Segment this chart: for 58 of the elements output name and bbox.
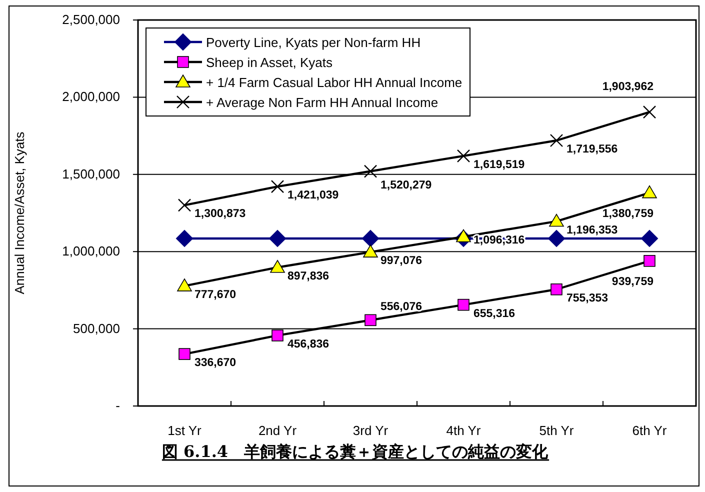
point [550,134,564,148]
point [178,348,190,360]
point [269,230,286,247]
point [176,230,193,247]
legend-label: Poverty Line, Kyats per Non-farm HH [206,35,421,50]
y-tick-label: 1,500,000 [62,166,120,182]
data-label: 1,196,353 [566,224,618,236]
data-label: 655,316 [474,308,516,320]
x-tick-label: 4th Yr [446,423,482,438]
point [364,314,376,326]
legend-label: + 1/4 Farm Casual Labor HH Annual Income [206,75,462,90]
point [178,198,192,212]
data-label: 336,670 [194,357,236,370]
data-label: 997,076 [380,255,422,268]
data-label: 777,670 [194,288,236,301]
data-label: 939,759 [612,276,654,288]
point [364,164,378,178]
point [642,185,657,198]
x-tick-label: 1st Yr [168,423,202,438]
y-tick-label: 500,000 [73,320,120,336]
x-tick-label: 3rd Yr [352,423,389,438]
point [641,230,658,247]
point [272,330,284,342]
x-tick-label: 6th Yr [632,423,668,438]
data-label: 897,836 [288,270,330,282]
y-tick-label: - [116,398,120,413]
data-label: 755,353 [566,292,608,304]
data-label: 1,380,759 [602,208,654,220]
point [548,230,565,247]
y-tick-label: 2,500,000 [62,12,120,27]
y-axis-title: Annual Income/Asset, Kyats [12,131,27,294]
data-label: 1,619,519 [474,158,525,171]
point [363,244,378,258]
point [550,283,562,296]
point [644,255,656,267]
point [549,214,564,227]
legend-label: Sheep in Asset, Kyats [206,55,333,70]
data-label: 1,903,962 [602,81,654,94]
data-label: 1,520,279 [380,179,432,192]
data-label: 456,836 [288,338,330,350]
data-label: 1,300,873 [194,208,246,220]
point [270,260,285,273]
legend-label: + Average Non Farm HH Annual Income [206,95,438,110]
point [642,105,656,119]
x-tick-label: 2nd Yr [258,423,298,438]
point [270,180,284,194]
data-label: 556,076 [380,301,422,314]
y-tick-label: 1,000,000 [62,244,120,259]
point [456,149,470,163]
text: 図 6.1.4 羊飼養による糞＋資産としての純益の変化 [162,442,550,461]
point [456,229,471,242]
x-tick-label: 5th Yr [539,423,574,438]
data-label: 1,421,039 [288,190,339,202]
point [362,230,379,247]
y-tick-label: 2,000,000 [62,89,120,104]
point [458,298,470,311]
data-label: 1,719,556 [566,144,618,156]
point [177,278,192,292]
